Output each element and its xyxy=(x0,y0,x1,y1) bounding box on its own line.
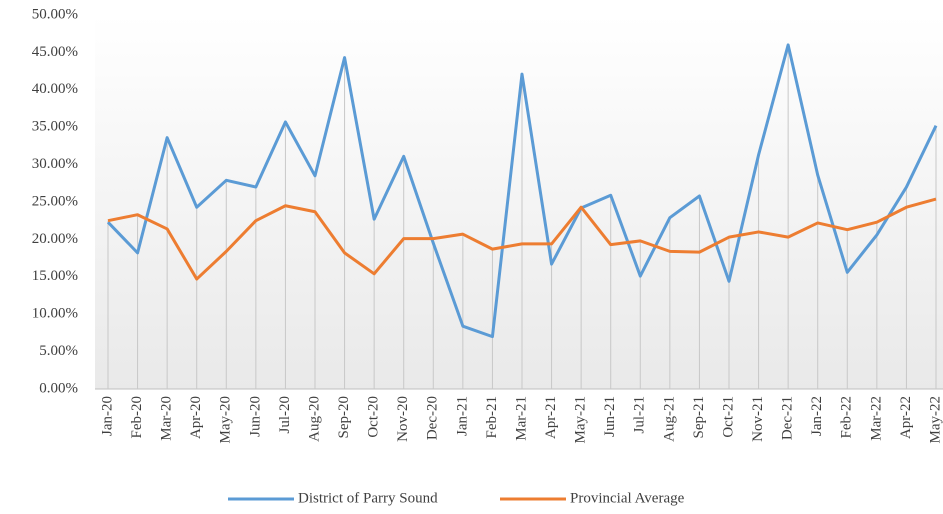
x-tick-label: Apr-22 xyxy=(898,396,914,439)
y-tick-label: 0.00% xyxy=(39,380,78,396)
plot-background xyxy=(95,15,943,389)
x-tick-label: May-20 xyxy=(218,396,234,444)
legend-label: District of Parry Sound xyxy=(298,490,438,506)
x-tick-label: Jul-20 xyxy=(277,396,293,434)
y-tick-label: 25.00% xyxy=(32,193,78,209)
x-tick-label: Aug-20 xyxy=(306,396,322,442)
x-tick-label: Apr-21 xyxy=(543,396,559,439)
x-tick-label: Mar-20 xyxy=(159,396,175,441)
x-tick-label: Feb-20 xyxy=(129,396,145,439)
y-tick-label: 45.00% xyxy=(32,44,78,60)
x-tick-label: Jan-20 xyxy=(99,396,115,436)
x-tick-label: Jun-20 xyxy=(247,396,263,437)
x-tick-label: May-21 xyxy=(573,396,589,444)
series-line xyxy=(106,43,938,339)
x-tick-label: Mar-22 xyxy=(868,396,884,441)
y-tick-label: 35.00% xyxy=(32,119,78,135)
x-tick-label: Jun-21 xyxy=(602,396,618,437)
x-tick-label: Jul-21 xyxy=(632,396,648,434)
x-tick-label: Dec-20 xyxy=(425,396,441,440)
x-tick-label: Oct-21 xyxy=(720,396,736,438)
legend-label: Provincial Average xyxy=(570,490,685,506)
y-tick-label: 5.00% xyxy=(39,343,78,359)
x-tick-label: Mar-21 xyxy=(513,396,529,441)
x-tick-label: Sep-20 xyxy=(336,396,352,439)
x-tick-label: Feb-21 xyxy=(484,396,500,439)
x-tick-label: Aug-21 xyxy=(661,396,677,442)
x-tick-label: Jan-21 xyxy=(454,396,470,436)
x-tick-label: Dec-21 xyxy=(780,396,796,440)
x-tick-label: Jan-22 xyxy=(809,396,825,436)
y-tick-label: 15.00% xyxy=(32,268,78,284)
y-tick-label: 30.00% xyxy=(32,156,78,172)
y-tick-label: 40.00% xyxy=(32,81,78,97)
y-tick-label: 10.00% xyxy=(32,306,78,322)
x-tick-label: May-22 xyxy=(927,396,943,444)
y-tick-label: 50.00% xyxy=(32,6,78,22)
x-tick-label: Oct-20 xyxy=(366,396,382,438)
x-tick-label: Sep-21 xyxy=(691,396,707,439)
x-tick-label: Nov-20 xyxy=(395,396,411,442)
y-tick-label: 20.00% xyxy=(32,231,78,247)
x-tick-label: Apr-20 xyxy=(188,396,204,439)
series-line xyxy=(107,197,937,281)
x-tick-label: Feb-22 xyxy=(839,396,855,439)
x-tick-label: Nov-21 xyxy=(750,396,766,442)
